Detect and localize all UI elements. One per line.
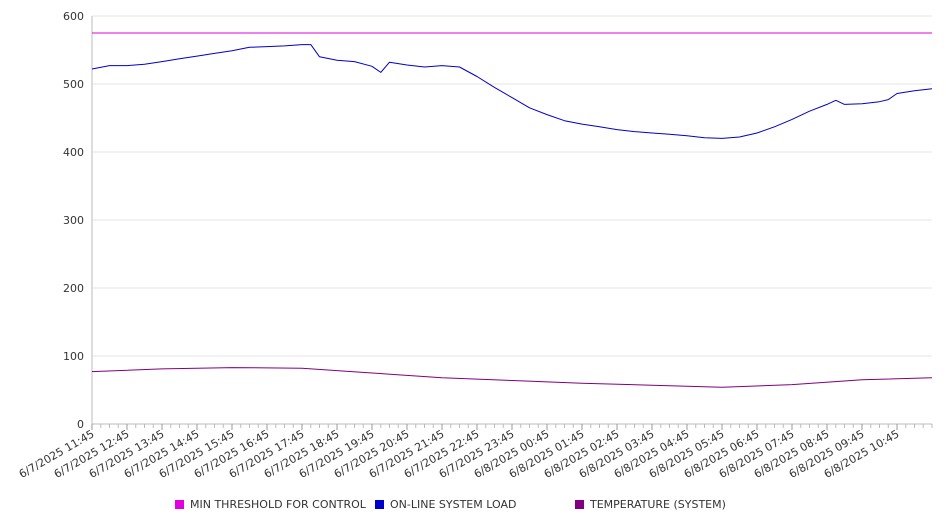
y-tick-label: 300 (63, 214, 84, 227)
series-line-on-line-system-load (91, 44, 933, 139)
grid-layer (92, 15, 932, 357)
legend-swatch-system-load (375, 500, 384, 509)
y-tick-label: 500 (63, 78, 84, 91)
y-tick-label: 0 (77, 418, 84, 431)
y-tick-label: 100 (63, 350, 84, 363)
legend-item-min-threshold: MIN THRESHOLD FOR CONTROL (175, 498, 366, 511)
y-tick-label: 400 (63, 146, 84, 159)
legend-label-min-threshold: MIN THRESHOLD FOR CONTROL (190, 498, 366, 511)
series-line-temperature-system (91, 367, 933, 388)
series-layer (91, 32, 933, 388)
y-tick-label: 600 (63, 10, 84, 23)
legend-swatch-temperature (575, 500, 584, 509)
legend-swatch-min-threshold (175, 500, 184, 509)
legend-item-system-load: ON-LINE SYSTEM LOAD (375, 498, 516, 511)
legend-label-temperature: TEMPERATURE (SYSTEM) (590, 498, 726, 511)
legend: MIN THRESHOLD FOR CONTROL ON-LINE SYSTEM… (0, 498, 946, 514)
y-tick-label: 200 (63, 282, 84, 295)
legend-label-system-load: ON-LINE SYSTEM LOAD (390, 498, 517, 511)
legend-item-temperature: TEMPERATURE (SYSTEM) (575, 498, 726, 511)
